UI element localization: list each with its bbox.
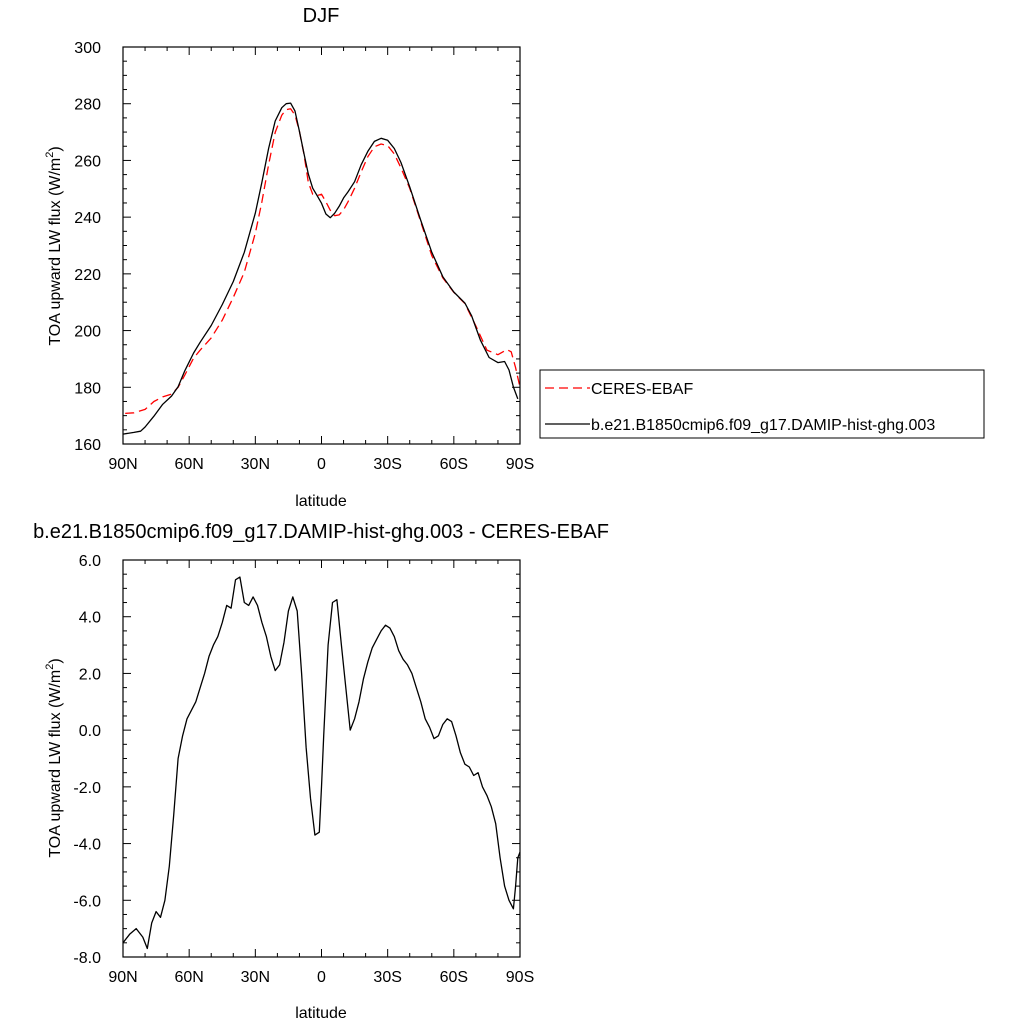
top-y-tick-label: 240 — [74, 210, 101, 227]
top-x-tick-label: 90N — [108, 456, 137, 473]
bottom-y-tick-label: -2.0 — [73, 780, 101, 797]
legend-label-ceres: CERES-EBAF — [591, 381, 693, 398]
bottom-y-axis-label-end: ) — [47, 658, 64, 663]
top-y-tick-label: 200 — [74, 324, 101, 341]
bottom-y-tick-label: 0.0 — [79, 723, 101, 740]
top-y-tick-label: 220 — [74, 267, 101, 284]
bottom-y-tick-label: -4.0 — [73, 837, 101, 854]
top-y-tick-label: 280 — [74, 97, 101, 114]
legend-box — [539, 369, 985, 439]
bottom-y-axis-label: TOA upward LW flux (W/m2) — [44, 658, 64, 857]
bottom-x-tick-label: 60S — [440, 969, 468, 986]
top-y-tick-label: 160 — [74, 437, 101, 454]
bottom-y-tick-label: 4.0 — [79, 610, 101, 627]
top-x-tick-label: 30N — [241, 456, 270, 473]
top-plot-frame — [122, 46, 521, 445]
top-x-tick-label: 0 — [317, 456, 326, 473]
top-y-tick-label: 300 — [74, 40, 101, 57]
top-x-axis-label: latitude — [295, 493, 347, 510]
top-series-line-0 — [125, 108, 521, 415]
top-y-tick-label: 180 — [74, 380, 101, 397]
bottom-x-tick-label: 30S — [373, 969, 401, 986]
bottom-panel: b.e21.B1850cmip6.f09_g17.DAMIP-hist-ghg.… — [33, 521, 609, 1022]
bottom-plot-frame — [122, 559, 521, 958]
bottom-y-axis-label-sup: 2 — [44, 664, 56, 670]
top-chart-title: DJF — [303, 5, 340, 27]
bottom-y-tick-label: -6.0 — [73, 893, 101, 910]
bottom-x-tick-label: 90N — [108, 969, 137, 986]
top-series-line-1 — [122, 102, 519, 435]
top-x-tick-label: 60S — [440, 456, 468, 473]
bottom-x-tick-label: 30N — [241, 969, 270, 986]
legend-label-model: b.e21.B1850cmip6.f09_g17.DAMIP-hist-ghg.… — [591, 417, 935, 434]
top-y-tick-label: 260 — [74, 153, 101, 170]
bottom-x-tick-label: 90S — [506, 969, 534, 986]
top-y-axis-label-text: TOA upward LW flux (W/m — [47, 158, 64, 346]
bottom-chart-title: b.e21.B1850cmip6.f09_g17.DAMIP-hist-ghg.… — [33, 521, 609, 543]
bottom-y-tick-label: -8.0 — [73, 950, 101, 967]
top-y-axis-label: TOA upward LW flux (W/m2) — [44, 146, 64, 345]
bottom-y-axis-label-text: TOA upward LW flux (W/m — [47, 670, 64, 858]
bottom-x-tick-label: 60N — [174, 969, 203, 986]
top-x-tick-label: 60N — [174, 456, 203, 473]
top-y-axis-label-sup: 2 — [44, 152, 56, 158]
top-panel: DJF latitude TOA upward LW flux (W/m2) 9… — [44, 5, 534, 510]
bottom-x-axis-label: latitude — [295, 1005, 347, 1022]
top-y-axis-label-end: ) — [47, 146, 64, 151]
top-chart-legend: CERES-EBAF b.e21.B1850cmip6.f09_g17.DAMI… — [539, 369, 985, 439]
top-x-tick-label: 90S — [506, 456, 534, 473]
top-x-tick-label: 30S — [373, 456, 401, 473]
bottom-y-tick-label: 2.0 — [79, 666, 101, 683]
bottom-y-tick-label: 6.0 — [79, 553, 101, 570]
bottom-series-line-0 — [122, 576, 521, 950]
bottom-x-tick-label: 0 — [317, 969, 326, 986]
